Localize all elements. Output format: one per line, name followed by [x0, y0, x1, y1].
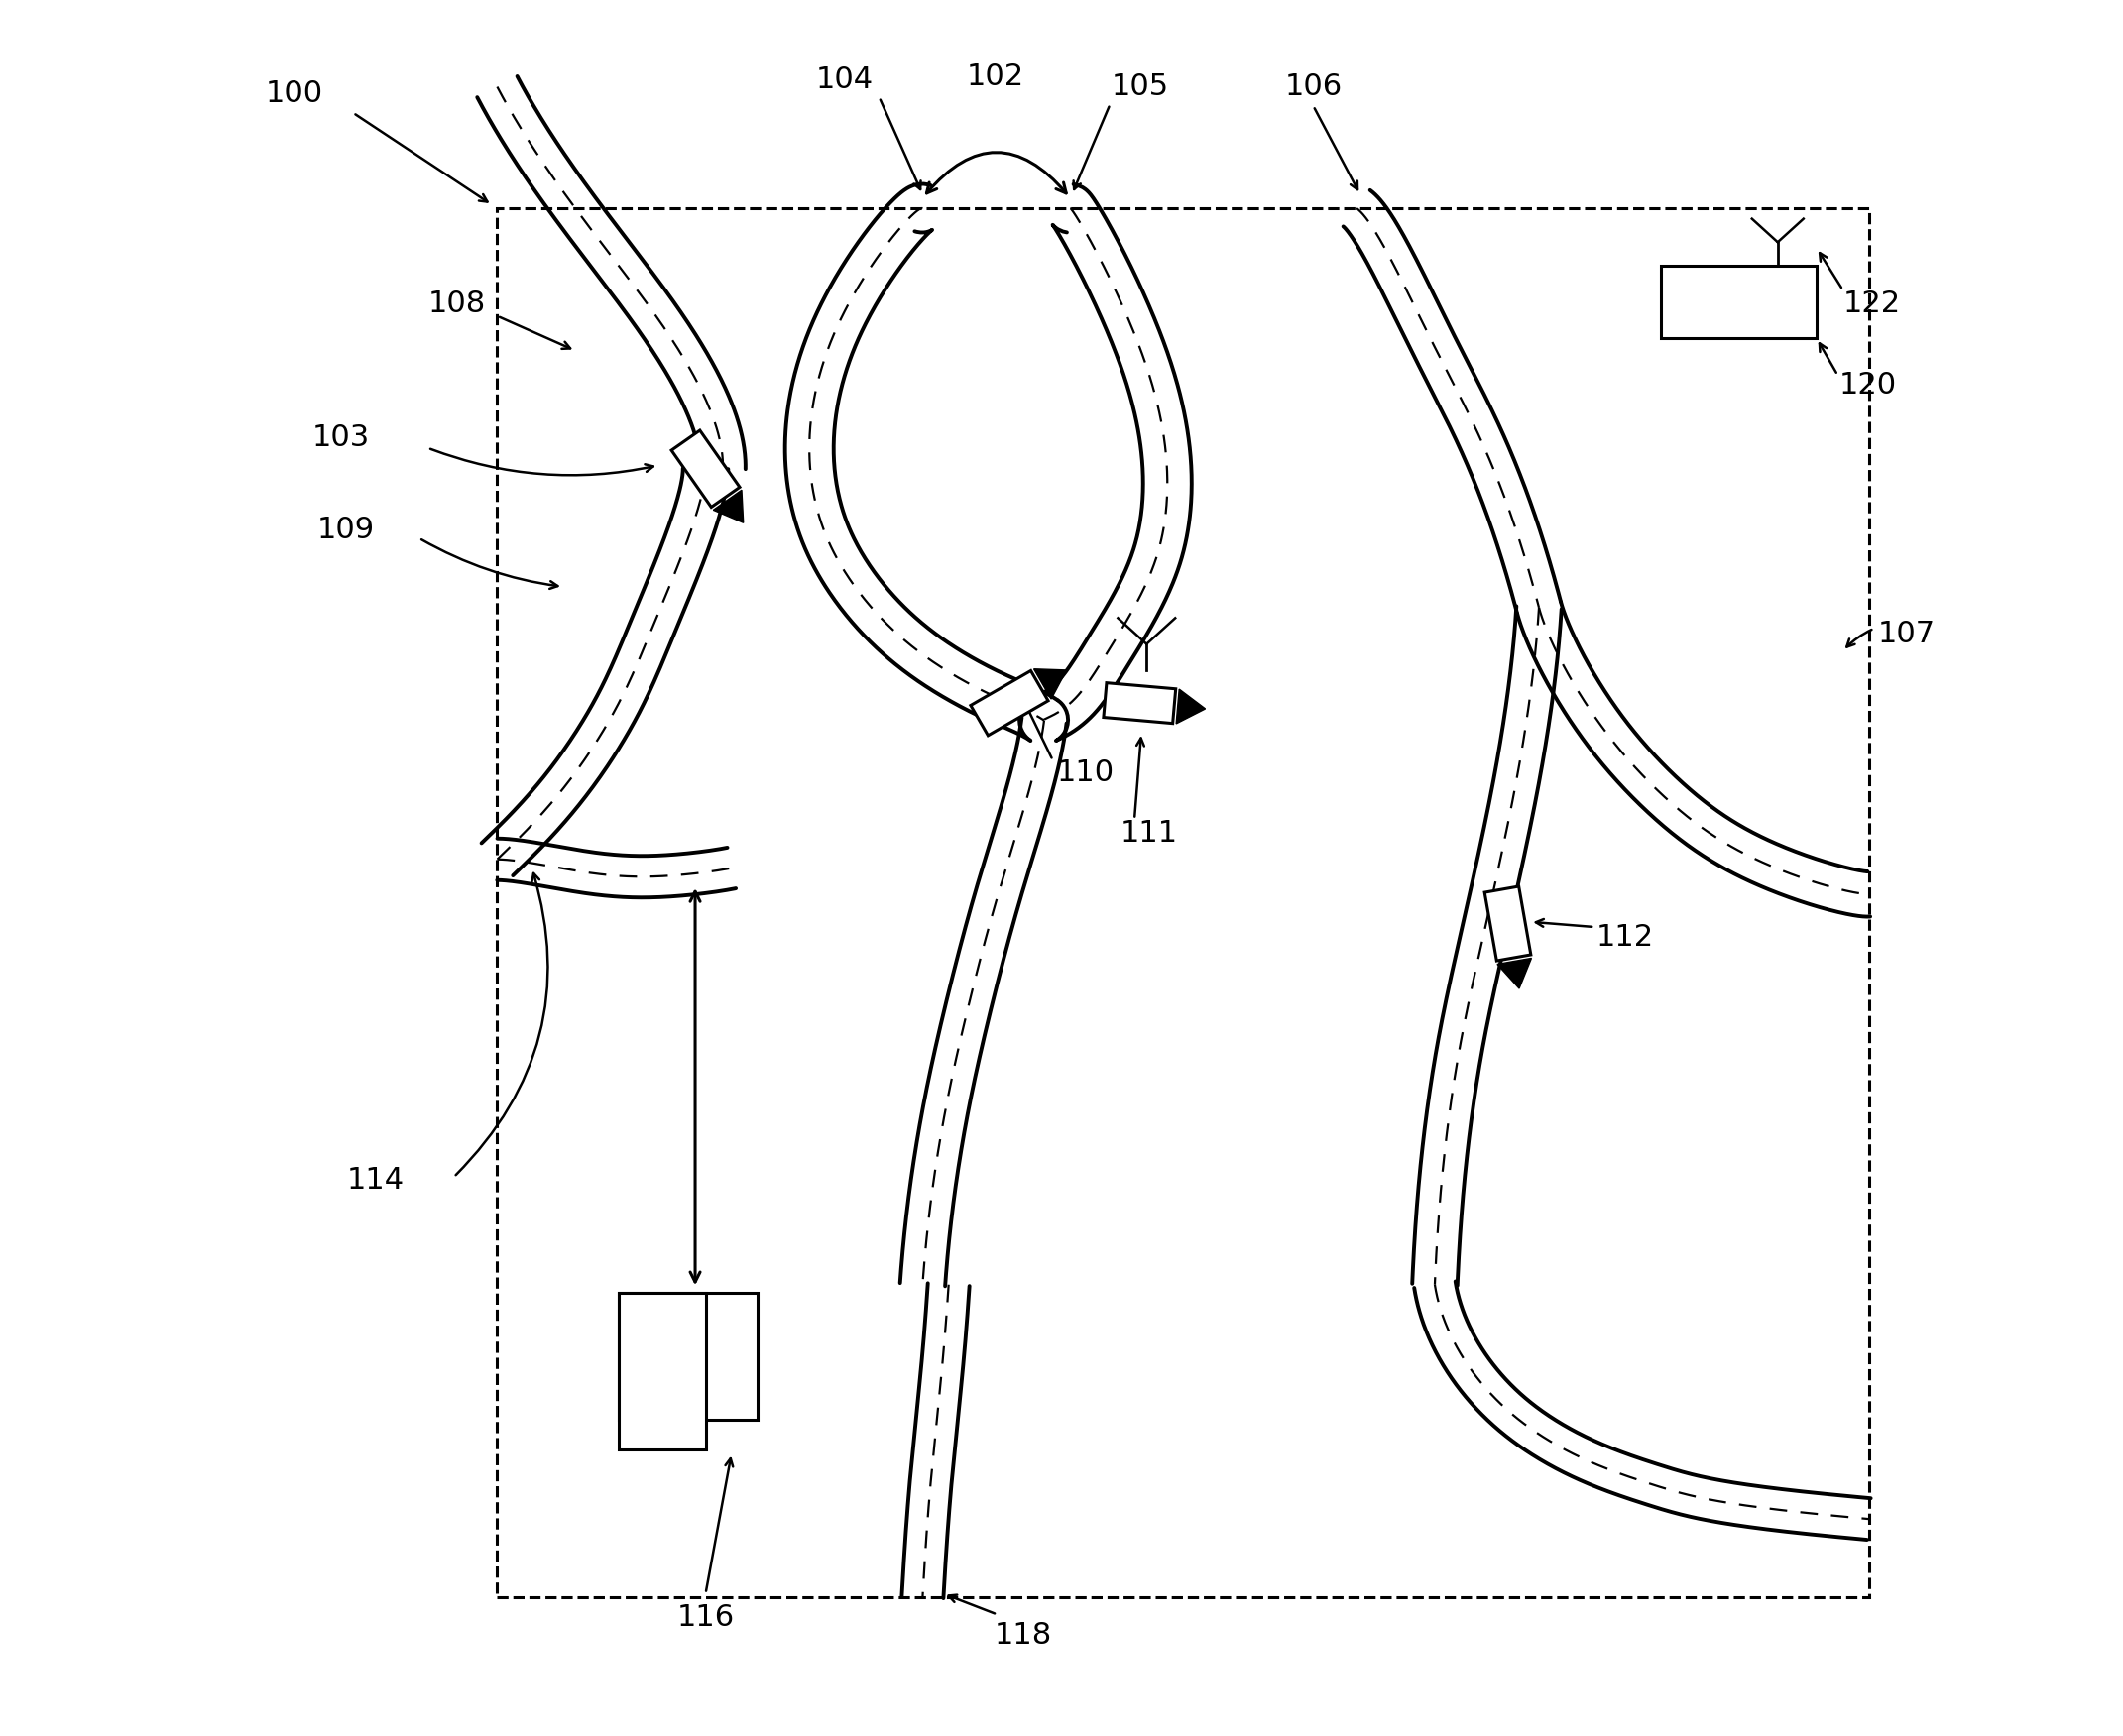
- Bar: [497, 208, 1868, 1597]
- Text: 100: 100: [265, 80, 323, 108]
- Text: 103: 103: [312, 424, 369, 451]
- Text: 105: 105: [1110, 73, 1168, 101]
- Bar: [618, 1293, 758, 1420]
- Text: 118: 118: [994, 1621, 1053, 1649]
- FancyArrowPatch shape: [422, 540, 558, 589]
- FancyArrowPatch shape: [456, 873, 548, 1175]
- Polygon shape: [713, 490, 743, 523]
- Text: 109: 109: [316, 516, 376, 543]
- Polygon shape: [970, 670, 1049, 736]
- Polygon shape: [1034, 668, 1066, 700]
- Polygon shape: [1176, 689, 1206, 724]
- Text: 112: 112: [1596, 924, 1654, 951]
- Text: 107: 107: [1877, 620, 1936, 648]
- Text: 122: 122: [1843, 290, 1900, 318]
- Text: 110: 110: [1057, 759, 1115, 786]
- Text: 116: 116: [677, 1604, 735, 1632]
- Text: 108: 108: [429, 290, 486, 318]
- Polygon shape: [1497, 958, 1531, 988]
- Text: 106: 106: [1284, 73, 1342, 101]
- Polygon shape: [1484, 887, 1531, 960]
- Polygon shape: [1104, 682, 1176, 724]
- Bar: [1660, 266, 1817, 339]
- Text: 111: 111: [1121, 819, 1178, 847]
- FancyArrowPatch shape: [431, 450, 654, 476]
- Text: 114: 114: [346, 1167, 405, 1194]
- Text: 104: 104: [815, 66, 873, 94]
- FancyArrowPatch shape: [1847, 630, 1872, 648]
- Polygon shape: [671, 431, 739, 507]
- Text: 120: 120: [1839, 372, 1898, 399]
- Text: 102: 102: [966, 62, 1023, 90]
- Bar: [618, 1293, 705, 1450]
